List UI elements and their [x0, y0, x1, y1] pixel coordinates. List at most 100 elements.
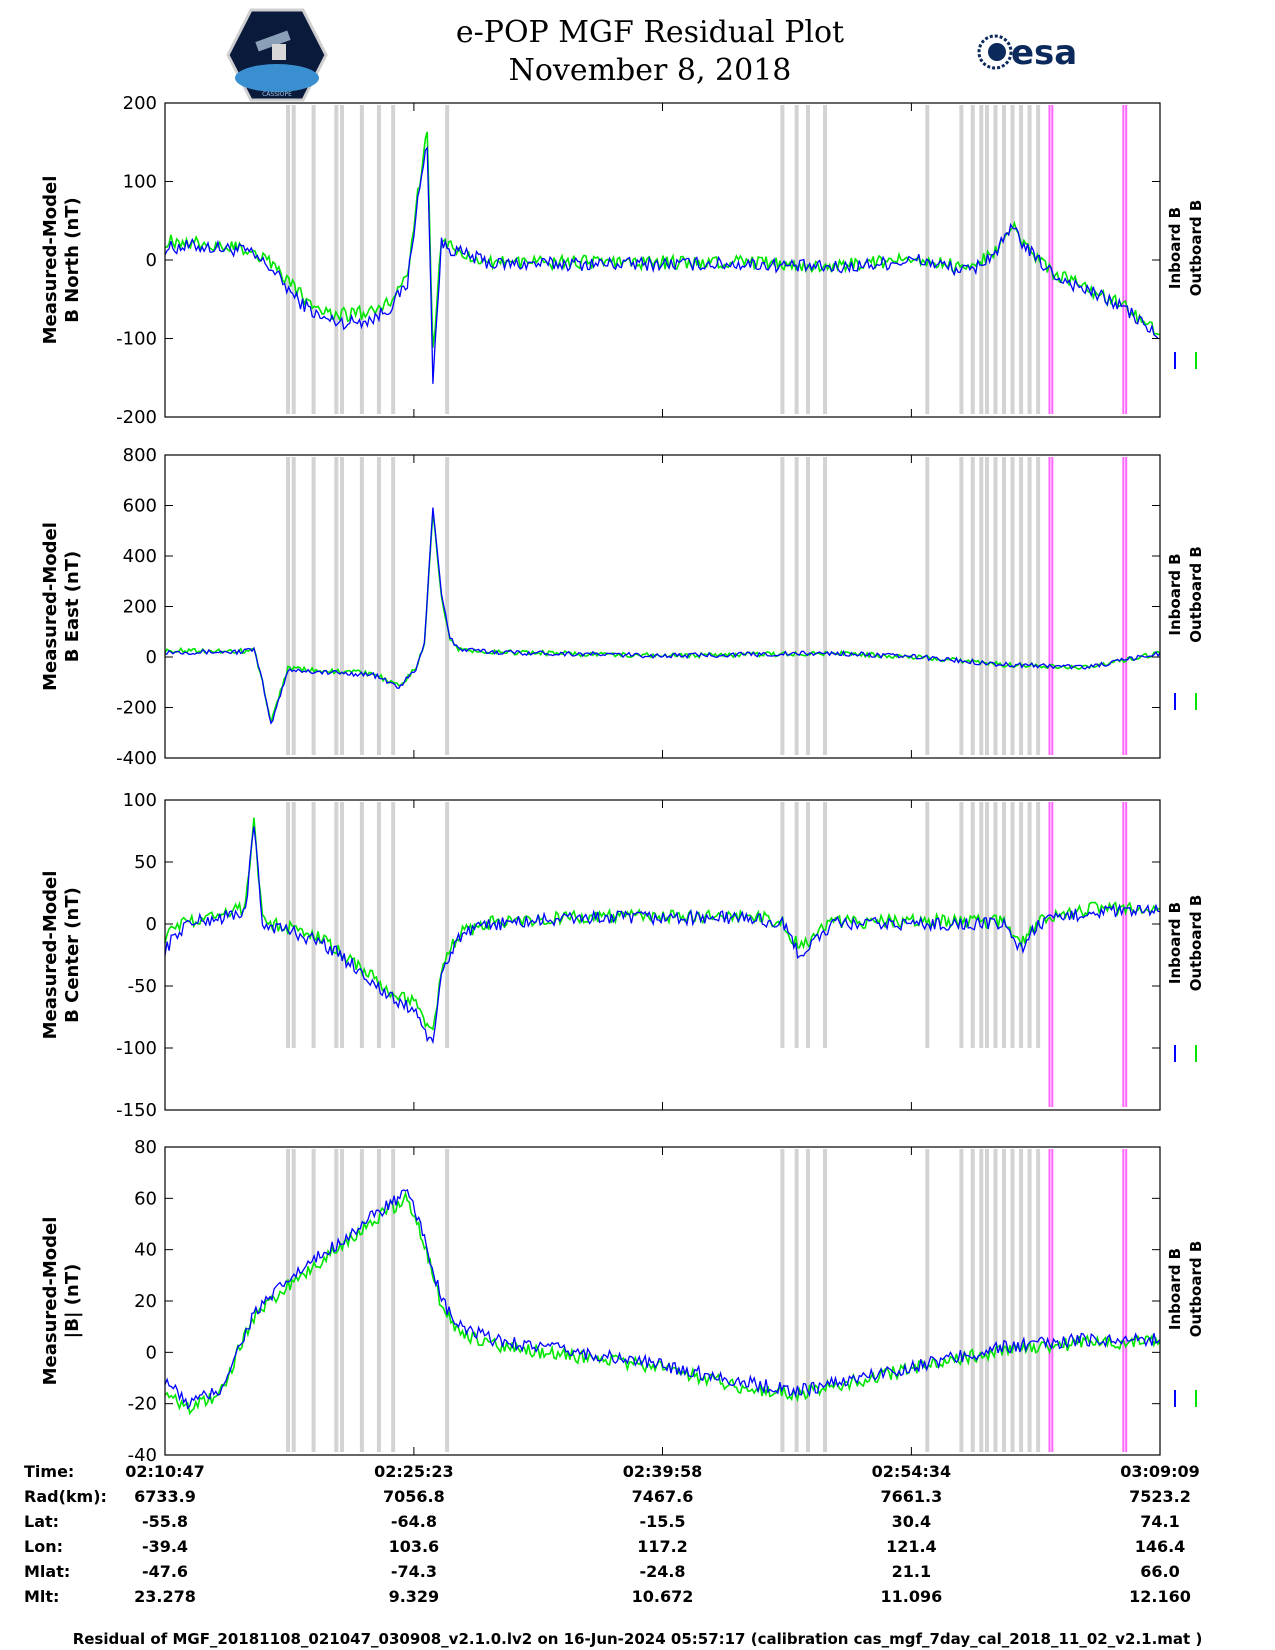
gray-marker: [979, 1149, 984, 1452]
y-tick-label: 0: [146, 914, 157, 935]
panel-3: 100 50 0 -50 -100 -150 Measured-Model B Center …: [40, 790, 1205, 1121]
gray-marker: [970, 1149, 975, 1452]
y-tick-label: 100: [123, 790, 157, 811]
gray-marker: [780, 802, 785, 1048]
gray-marker: [1019, 802, 1024, 1048]
gray-marker: [984, 457, 989, 755]
gray-marker: [286, 802, 291, 1048]
esa-logo-text: esa: [1011, 33, 1077, 73]
gray-marker: [311, 802, 316, 1048]
gray-marker: [334, 457, 339, 755]
legend-outboard-label: Outboard B: [1187, 1241, 1205, 1338]
gray-marker: [1002, 457, 1007, 755]
gray-marker: [311, 1149, 316, 1452]
gray-marker: [334, 1149, 339, 1452]
gray-marker: [780, 105, 785, 414]
info-cell: 21.1: [891, 1562, 932, 1581]
info-cell: 7661.3: [880, 1487, 943, 1506]
cassiope-logo-text: CASSIOPE: [262, 91, 292, 98]
gray-marker: [794, 457, 799, 755]
y-tick-label: 0: [146, 647, 157, 668]
panel-1: 200 100 0 -100 -200 Measured-Model B North (nT…: [40, 93, 1205, 428]
magenta-marker: [1125, 802, 1128, 1107]
info-cell: 121.4: [886, 1537, 937, 1556]
gray-marker: [1027, 802, 1032, 1048]
magenta-marker: [1122, 802, 1125, 1107]
gray-marker: [286, 457, 291, 755]
y-axis-label: B East (nT): [62, 551, 83, 663]
info-row-label: Lon:: [24, 1537, 63, 1556]
gray-marker: [291, 802, 296, 1048]
gray-marker: [993, 802, 998, 1048]
gray-marker: [1027, 105, 1032, 414]
gray-marker: [359, 1149, 364, 1452]
magenta-marker: [1122, 457, 1125, 755]
legend-outboard-label: Outboard B: [1187, 200, 1205, 297]
series-line-inboard: [164, 507, 1161, 725]
gray-marker: [445, 457, 450, 755]
y-tick-label: 200: [123, 93, 157, 114]
gray-marker: [805, 457, 810, 755]
gray-marker: [1019, 457, 1024, 755]
y-axis-label: Measured-Model: [40, 1217, 61, 1386]
gray-marker: [376, 457, 381, 755]
gray-marker: [291, 1149, 296, 1452]
y-tick-label: -400: [116, 748, 157, 769]
magenta-marker: [1125, 105, 1128, 414]
series-line-inboard: [164, 826, 1161, 1045]
magenta-marker: [1122, 105, 1125, 414]
info-cell: 146.4: [1134, 1537, 1186, 1556]
info-cell: 30.4: [891, 1512, 932, 1531]
y-tick-label: 60: [134, 1188, 157, 1209]
gray-marker: [993, 457, 998, 755]
gray-marker: [340, 1149, 345, 1452]
gray-marker: [359, 802, 364, 1048]
gray-marker: [993, 105, 998, 414]
gray-marker: [1036, 1149, 1041, 1452]
gray-marker: [391, 105, 396, 414]
legend-inboard-label: Inboard B: [1166, 553, 1184, 635]
info-row-label: Time:: [24, 1462, 75, 1481]
gray-marker: [1002, 105, 1007, 414]
info-cell: 23.278: [134, 1587, 196, 1606]
magenta-marker: [1048, 802, 1051, 1107]
gray-marker: [823, 802, 828, 1048]
y-tick-label: 40: [134, 1240, 157, 1261]
info-cell: 11.096: [880, 1587, 943, 1606]
info-cell: 02:25:23: [374, 1462, 454, 1481]
orbit-info-table: Time: 02:10:47 02:25:23 02:39:58 02:54:34 03:…: [0, 1462, 1275, 1622]
gray-marker: [823, 1149, 828, 1452]
gray-marker: [970, 457, 975, 755]
y-axis-label: Measured-Model: [40, 176, 61, 345]
info-row-label: Lat:: [24, 1512, 60, 1531]
gray-marker: [445, 1149, 450, 1452]
gray-marker: [1019, 105, 1024, 414]
magenta-marker: [1122, 1149, 1125, 1452]
legend-inboard-label: Inboard B: [1166, 902, 1184, 984]
y-tick-label: -50: [128, 976, 157, 997]
y-tick-label: 20: [134, 1291, 157, 1312]
legend-outboard-label: Outboard B: [1187, 546, 1205, 643]
series-line-inboard: [164, 1188, 1161, 1410]
info-cell: 7056.8: [383, 1487, 445, 1506]
info-cell: 66.0: [1140, 1562, 1180, 1581]
magenta-marker: [1125, 1149, 1128, 1452]
gray-marker: [334, 802, 339, 1048]
gray-marker: [1019, 1149, 1024, 1452]
gray-marker: [391, 457, 396, 755]
info-cell: 12.160: [1129, 1587, 1191, 1606]
title-line-1: e-POP MGF Residual Plot: [455, 15, 845, 50]
gray-marker: [984, 1149, 989, 1452]
gray-marker: [1010, 105, 1015, 414]
info-cell: -24.8: [639, 1562, 686, 1581]
gray-marker: [340, 105, 345, 414]
info-cell: 74.1: [1140, 1512, 1180, 1531]
info-cell: 7523.2: [1129, 1487, 1191, 1506]
gray-marker: [1027, 1149, 1032, 1452]
info-cell: 02:10:47: [125, 1462, 205, 1481]
info-cell: 6733.9: [134, 1487, 196, 1506]
info-cell: 10.672: [631, 1587, 694, 1606]
gray-marker: [445, 802, 450, 1048]
y-axis-label: |B| (nT): [62, 1264, 83, 1339]
